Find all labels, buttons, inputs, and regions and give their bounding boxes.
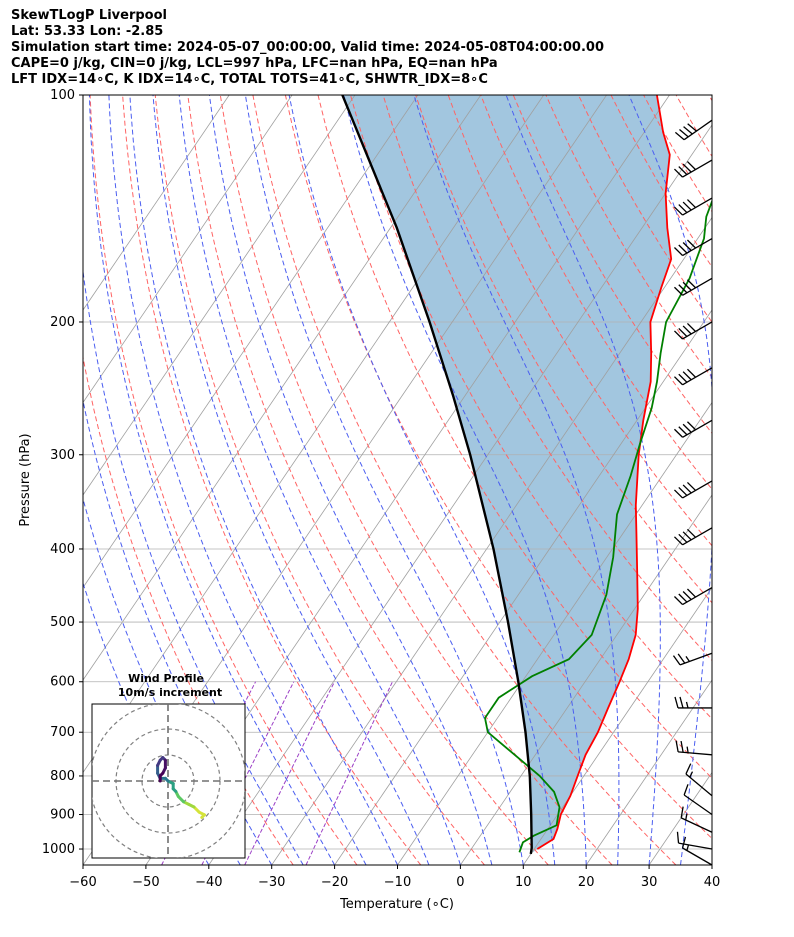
hodograph-subtitle: 10m/s increment [118,686,222,699]
x-tick-label: −50 [132,875,159,890]
x-tick-label: 10 [515,875,532,890]
moist-adiabat-line [244,95,524,865]
moist-adiabat-line [208,95,493,865]
moist-adiabat-line [288,95,556,865]
dry-adiabat-line [252,95,677,865]
moist-adiabat-line [108,95,367,865]
y-tick-label: 700 [50,725,75,740]
wind-barb [685,763,713,797]
wind-barb [674,696,712,709]
parcel-profile-line [341,95,533,855]
isotherm-line [334,309,712,865]
wind-barb [673,197,713,216]
indices-line-2: LFT IDX=14∘C, K IDX=14∘C, TOTAL TOTS=41∘… [11,72,488,87]
wind-barb [672,652,713,666]
mixing-ratio-line [244,681,335,865]
moist-adiabat-line [83,398,273,865]
dry-adiabat-line [415,95,712,604]
y-tick-label: 1000 [42,842,75,857]
x-tick-label: 20 [578,875,595,890]
y-tick-label: 500 [50,615,75,630]
wind-barb [674,119,713,141]
dry-adiabat-line [187,95,549,865]
wind-barb [673,237,713,257]
isotherm-line [775,95,794,865]
x-tick-label: 30 [641,875,658,890]
dry-adiabat-line [317,95,712,779]
dry-adiabat-line [122,95,422,865]
wind-barb [675,740,713,756]
isotherm-line [711,864,712,865]
isotherm-line [83,95,230,311]
y-tick-label: 300 [50,448,75,463]
x-tick-label: −10 [384,875,411,890]
dry-adiabat-line [382,95,712,662]
x-tick-label: −40 [195,875,222,890]
x-tick-label: 40 [704,875,721,890]
moist-adiabat-line [129,95,398,865]
wind-barb [673,586,713,606]
y-tick-label: 600 [50,675,75,690]
moist-adiabat-line [343,95,587,865]
location-line: Lat: 53.33 Lon: -2.85 [11,24,164,39]
wind-barb [673,367,713,386]
dry-adiabat-line [447,95,712,547]
wind-barb [673,480,713,499]
dry-adiabat-line [83,354,294,865]
indices-line-1: CAPE=0 j/kg, CIN=0 j/kg, LCL=997 hPa, LF… [11,56,498,71]
moist-adiabat-line [178,95,461,865]
dry-adiabat-line [708,95,712,102]
chart-header: SkewTLogP Liverpool Lat: 53.33 Lon: -2.8… [11,8,604,88]
isotherm-line [585,679,712,865]
time-line: Simulation start time: 2024-05-07_00:00:… [11,40,604,55]
isotherm-line [460,494,712,865]
y-axis-label: Pressure (hPa) [18,433,33,526]
dry-adiabat-line [154,95,485,865]
x-tick-label: −30 [258,875,285,890]
mixing-ratio-line [305,681,393,865]
chart-title: SkewTLogP Liverpool [11,8,167,23]
wind-barb [681,836,713,866]
dry-adiabat-line [350,95,712,720]
y-tick-label: 100 [50,88,75,103]
dry-adiabat-line [741,95,794,865]
temperature-profile-line [536,95,673,850]
x-tick-label: −20 [321,875,348,890]
isotherm-line [83,95,356,496]
y-tick-label: 800 [50,769,75,784]
isotherm-line [83,95,482,681]
dry-adiabat-line [89,95,358,865]
wind-barb [673,419,713,438]
moist-adiabat-line [88,95,336,865]
wind-barb [673,321,713,340]
x-tick-label: 0 [456,875,464,890]
wind-barb [676,831,713,850]
moist-adiabat-line [83,581,210,865]
dewpoint-profile-line [484,198,712,853]
y-tick-label: 400 [50,542,75,557]
cape-fill [342,95,672,854]
wind-barb [680,806,713,833]
wind-barb [673,159,713,178]
wind-barb [683,784,713,816]
wind-barb [673,277,713,296]
dry-adiabat-line [774,95,794,865]
isotherm-line [83,95,293,404]
y-tick-label: 200 [50,315,75,330]
x-tick-label: −60 [69,875,96,890]
isotherm-line [522,586,712,865]
y-tick-label: 900 [50,808,75,823]
x-axis-label: Temperature (∘C) [339,897,454,912]
isotherm-line [271,216,712,865]
wind-barb [673,527,713,546]
moist-adiabat-line [711,861,712,865]
isotherm-line [648,771,712,865]
moist-adiabat-line [152,95,430,865]
hodograph-title: Wind Profile [128,672,204,685]
isotherm-line [83,95,419,589]
